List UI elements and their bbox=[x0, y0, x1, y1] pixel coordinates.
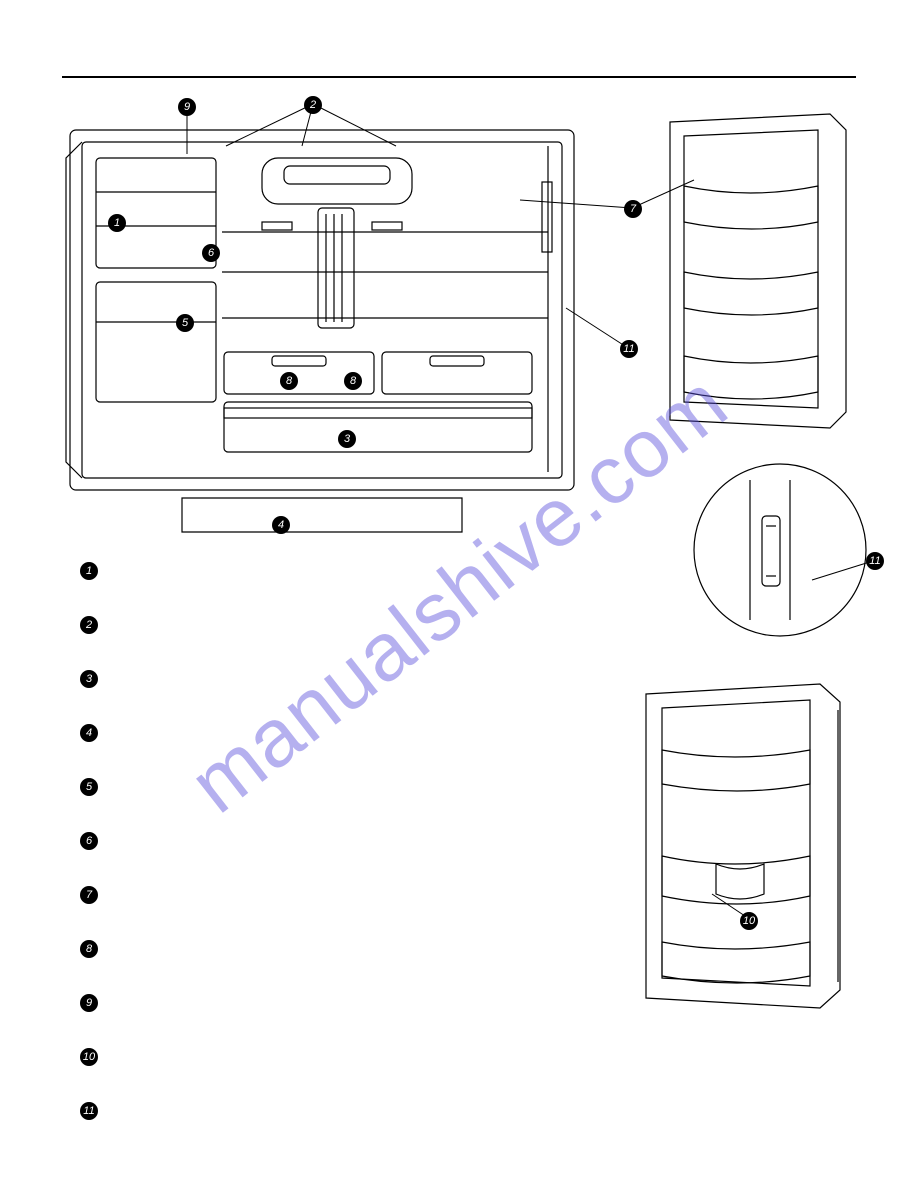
legend-row: 9 bbox=[80, 992, 460, 1012]
legend-row: 11 bbox=[80, 1100, 460, 1120]
legend-row: 10 bbox=[80, 1046, 460, 1066]
callout-8a: 8 bbox=[280, 372, 298, 390]
legend-row: 6 bbox=[80, 830, 460, 850]
legend-badge: 3 bbox=[80, 670, 98, 688]
legend-row: 4 bbox=[80, 722, 460, 742]
legend-badge: 4 bbox=[80, 724, 98, 742]
callout-2: 2 bbox=[304, 96, 322, 114]
legend-row: 3 bbox=[80, 668, 460, 688]
legend-badge: 10 bbox=[80, 1048, 98, 1066]
callout-8b: 8 bbox=[344, 372, 362, 390]
callout-3: 3 bbox=[338, 430, 356, 448]
legend-badge: 1 bbox=[80, 562, 98, 580]
callout-6: 6 bbox=[202, 244, 220, 262]
callout-11b: 11 bbox=[866, 552, 884, 570]
callout-7: 7 bbox=[624, 200, 642, 218]
legend-badge: 6 bbox=[80, 832, 98, 850]
legend-row: 5 bbox=[80, 776, 460, 796]
legend-badge: 8 bbox=[80, 940, 98, 958]
legend-row: 2 bbox=[80, 614, 460, 634]
legend-badge: 7 bbox=[80, 886, 98, 904]
callout-11a: 11 bbox=[620, 340, 638, 358]
callout-5: 5 bbox=[176, 314, 194, 332]
legend-badge: 9 bbox=[80, 994, 98, 1012]
legend-row: 8 bbox=[80, 938, 460, 958]
legend-badge: 5 bbox=[80, 778, 98, 796]
legend-list: 1 2 3 4 5 6 7 8 bbox=[80, 560, 460, 1154]
legend-badge: 11 bbox=[80, 1102, 98, 1120]
callout-10: 10 bbox=[740, 912, 758, 930]
callout-1: 1 bbox=[108, 214, 126, 232]
callout-4: 4 bbox=[272, 516, 290, 534]
legend-badge: 2 bbox=[80, 616, 98, 634]
callout-9: 9 bbox=[178, 98, 196, 116]
legend-row: 1 bbox=[80, 560, 460, 580]
manual-page: 1 2 3 4 5 6 7 8 8 9 10 11 11 1 2 3 4 5 6 bbox=[0, 0, 918, 1188]
legend-row: 7 bbox=[80, 884, 460, 904]
